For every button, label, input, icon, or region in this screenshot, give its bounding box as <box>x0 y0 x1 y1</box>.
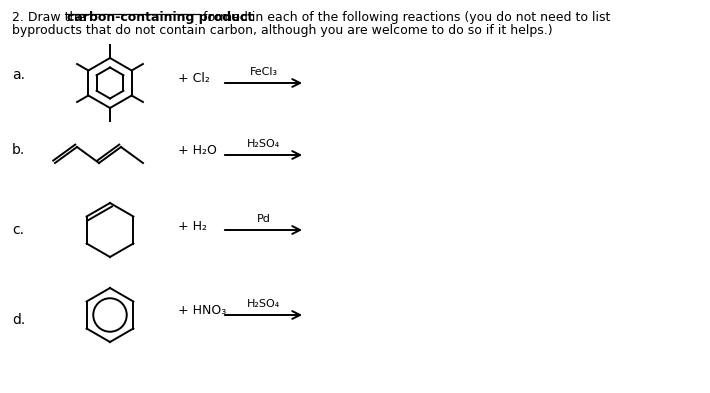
Text: Pd: Pd <box>256 214 271 224</box>
Text: H₂SO₄: H₂SO₄ <box>247 299 280 309</box>
Text: c.: c. <box>12 223 24 237</box>
Text: + HNO₃: + HNO₃ <box>178 305 226 318</box>
Text: 2. Draw the: 2. Draw the <box>12 11 89 24</box>
Text: a.: a. <box>12 68 25 82</box>
Text: + Cl₂: + Cl₂ <box>178 72 210 86</box>
Text: d.: d. <box>12 313 26 327</box>
Text: b.: b. <box>12 143 26 157</box>
Text: FeCl₃: FeCl₃ <box>249 67 278 77</box>
Text: carbon-containing product: carbon-containing product <box>67 11 253 24</box>
Text: + H₂O: + H₂O <box>178 145 217 158</box>
Text: H₂SO₄: H₂SO₄ <box>247 139 280 149</box>
Text: byproducts that do not contain carbon, although you are welcome to do so if it h: byproducts that do not contain carbon, a… <box>12 24 552 37</box>
Text: formed in each of the following reactions (you do not need to list: formed in each of the following reaction… <box>199 11 611 24</box>
Text: + H₂: + H₂ <box>178 220 207 233</box>
